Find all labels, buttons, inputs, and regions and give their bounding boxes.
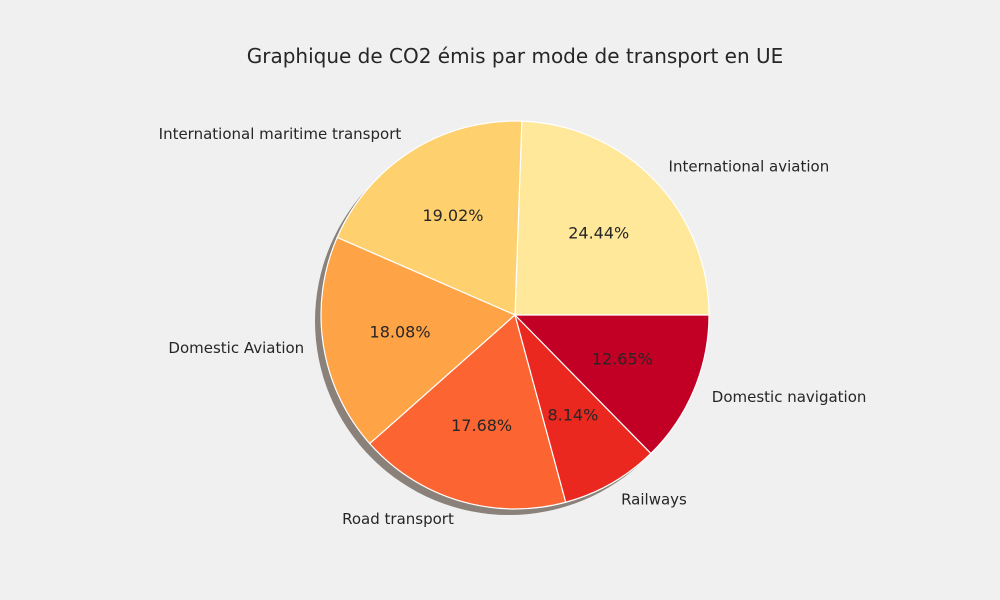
pie-slice-domestic-aviation [320, 236, 516, 445]
slice-percent-domestic-aviation: 18.08% [370, 323, 431, 342]
slice-percent-international-aviation: 24.44% [568, 224, 629, 243]
slice-label-domestic-aviation: Domestic Aviation [168, 339, 304, 357]
slice-label-domestic-navigation: Domestic navigation [712, 388, 867, 406]
slice-percent-domestic-navigation: 12.65% [592, 350, 653, 369]
pie-slice-international-aviation [514, 120, 710, 316]
slice-label-road-transport: Road transport [342, 510, 454, 528]
slice-label-international-aviation: International aviation [669, 157, 830, 175]
pie-labels: International aviation 24.44% Internationa… [159, 125, 867, 528]
slice-percent-international-maritime-transport: 19.02% [422, 206, 483, 225]
slice-percent-railways: 8.14% [547, 405, 598, 424]
slice-label-railways: Railways [621, 491, 687, 509]
pie-slice-road-transport [369, 314, 567, 510]
pie-slice-domestic-navigation [514, 314, 710, 455]
pie-slices [320, 120, 710, 510]
slice-percent-road-transport: 17.68% [451, 416, 512, 435]
slice-label-international-maritime-transport: International maritime transport [159, 125, 402, 143]
pie-slice-international-maritime-transport [336, 120, 523, 316]
chart-title: Graphique de CO2 émis par mode de transp… [247, 44, 784, 68]
pie-slice-railways [514, 314, 652, 503]
